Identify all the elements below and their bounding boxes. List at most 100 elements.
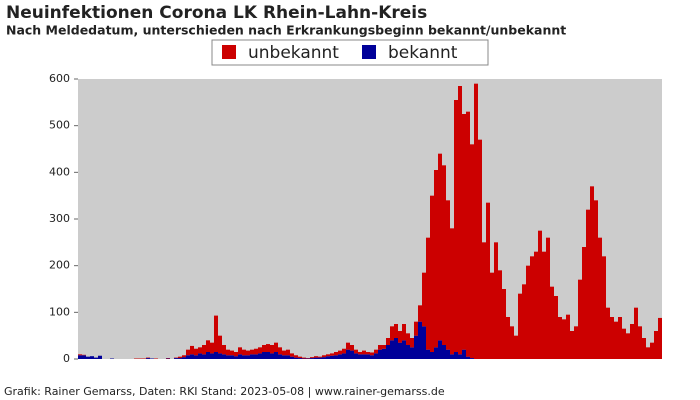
bar-segment — [394, 338, 398, 359]
bar-segment — [286, 355, 290, 359]
bar-segment — [266, 352, 270, 359]
bar-segment — [386, 345, 390, 359]
bar-segment — [534, 251, 538, 359]
bar-segment — [366, 354, 370, 359]
bar-segment — [438, 340, 442, 359]
legend — [211, 39, 489, 66]
bar-segment — [338, 350, 342, 355]
bar-segment — [398, 331, 402, 343]
bar-segment — [526, 265, 530, 359]
bar-segment — [558, 317, 562, 359]
bar-segment — [82, 355, 86, 359]
y-tick-label: 400 — [49, 165, 70, 178]
bar-segment — [282, 350, 286, 356]
bar-segment — [454, 100, 458, 352]
bar-segment — [458, 354, 462, 359]
bar-segment — [418, 305, 422, 322]
bar-segment — [498, 270, 502, 359]
bar-segment — [346, 349, 350, 359]
y-tick-label: 100 — [49, 305, 70, 318]
bar-segment — [294, 355, 298, 358]
bar-segment — [414, 321, 418, 336]
bar-segment — [506, 317, 510, 359]
bar-segment — [222, 354, 226, 359]
bar-segment — [206, 352, 210, 359]
bar-segment — [226, 349, 230, 356]
bar-segment — [434, 170, 438, 348]
bar-segment — [342, 348, 346, 354]
bar-segment — [386, 338, 390, 345]
bar-segment — [214, 352, 218, 359]
bar-segment — [274, 342, 278, 352]
bar-segment — [582, 247, 586, 359]
bar-segment — [182, 355, 186, 358]
bar-segment — [402, 340, 406, 359]
bar-segment — [398, 342, 402, 359]
bar-segment — [294, 357, 298, 359]
bar-segment — [458, 86, 462, 355]
bar-segment — [182, 357, 186, 359]
bar-segment — [362, 350, 366, 355]
bar-segment — [502, 289, 506, 359]
bar-segment — [266, 344, 270, 352]
legend-swatch — [222, 45, 236, 59]
bar-segment — [446, 200, 450, 350]
bar-segment — [374, 353, 378, 359]
bar-segment — [310, 357, 314, 359]
bar-segment — [630, 324, 634, 359]
bar-segment — [218, 353, 222, 359]
bar-segment — [230, 350, 234, 356]
bar-segment — [422, 272, 426, 327]
bar-segment — [286, 349, 290, 356]
bar-segment — [422, 326, 426, 359]
bar-segment — [290, 356, 294, 359]
bar-segment — [550, 286, 554, 359]
y-tick-label: 0 — [63, 352, 70, 365]
bar-segment — [202, 345, 206, 355]
bar-segment — [250, 354, 254, 359]
bar-segment — [350, 345, 354, 351]
bar-segment — [190, 345, 194, 355]
bar-segment — [410, 338, 414, 348]
bar-segment — [494, 242, 498, 359]
bar-segment — [322, 355, 326, 358]
bar-segment — [354, 353, 358, 359]
bar-segment — [470, 358, 474, 359]
bar-segment — [350, 350, 354, 359]
bar-segment — [78, 355, 82, 359]
bar-segment — [598, 237, 602, 359]
bar-segment — [234, 352, 238, 357]
bar-segment — [310, 358, 314, 359]
bar-segment — [326, 356, 330, 359]
bar-segment — [214, 315, 218, 352]
bar-segment — [426, 349, 430, 359]
bar-segment — [462, 114, 466, 350]
bar-segment — [174, 358, 178, 359]
bar-segment — [538, 230, 542, 359]
bar-segment — [230, 355, 234, 359]
bar-segment — [146, 358, 150, 359]
source: Grafik: Rainer Gemarss, Daten: RKI Stand… — [4, 385, 445, 398]
bar-segment — [282, 355, 286, 359]
bar-segment — [238, 354, 242, 359]
bar-segment — [334, 352, 338, 356]
y-tick-label: 600 — [49, 72, 70, 85]
bar-segment — [330, 353, 334, 356]
bar-segment — [402, 324, 406, 341]
bar-segment — [562, 319, 566, 359]
bar-segment — [98, 355, 102, 359]
bar-segment — [546, 237, 550, 359]
bar-segment — [274, 352, 278, 359]
bar-segment — [370, 352, 374, 356]
bar-segment — [430, 352, 434, 359]
bar-segment — [270, 345, 274, 354]
bar-segment — [298, 356, 302, 359]
bar-segment — [522, 284, 526, 359]
bar-segment — [314, 357, 318, 359]
bar-segment — [414, 335, 418, 359]
bar-segment — [406, 333, 410, 345]
bar-segment — [338, 354, 342, 359]
bar-segment — [642, 338, 646, 359]
bar-segment — [198, 347, 202, 354]
